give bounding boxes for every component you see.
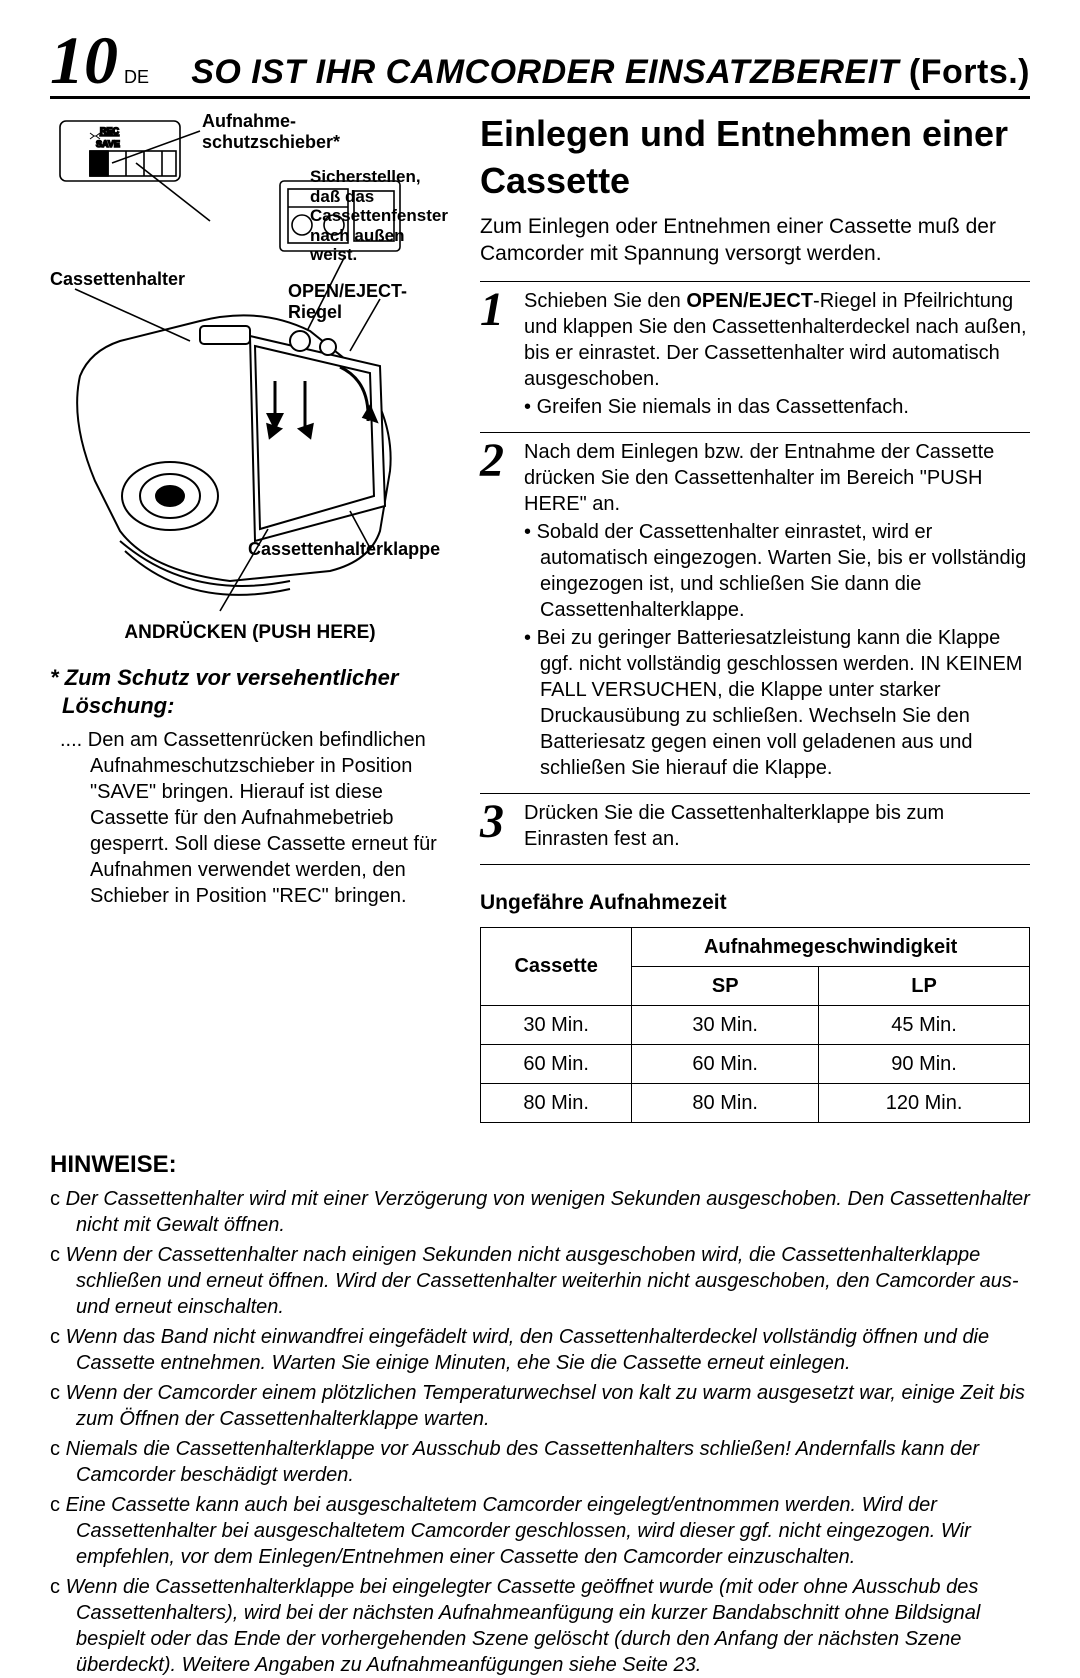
th-sp: SP: [632, 966, 819, 1005]
header-title-main: SO IST IHR CAMCORDER EINSATZBEREIT: [191, 53, 899, 91]
protect-heading: * Zum Schutz vor versehentlicher Löschun…: [50, 664, 450, 721]
table-cell: 30 Min.: [632, 1005, 819, 1044]
step: 3Drücken Sie die Cassettenhalterklappe b…: [480, 793, 1030, 852]
note-item: Wenn das Band nicht einwandfrei eingefäd…: [50, 1324, 1030, 1376]
steps: 1Schieben Sie den OPEN/EJECT-Riegel in P…: [480, 281, 1030, 852]
step-bullet: Greifen Sie niemals in das Cassettenfach…: [524, 394, 1030, 420]
th-speed: Aufnahmegeschwindigkeit: [632, 927, 1030, 966]
right-column: Einlegen und Entnehmen einer Cassette Zu…: [480, 111, 1030, 1122]
step-bullet: Sobald der Cassettenhalter einrastet, wi…: [524, 519, 1030, 623]
section-title: Einlegen und Entnehmen einer Cassette: [480, 111, 1030, 205]
table-cell: 120 Min.: [819, 1083, 1030, 1122]
section-intro: Zum Einlegen oder Entnehmen einer Casset…: [480, 213, 1030, 268]
note-item: Eine Cassette kann auch bei ausgeschalte…: [50, 1492, 1030, 1570]
callout-ensure-window: Sicherstellen, daß das Cassettenfenster …: [310, 167, 470, 265]
table-cell: 60 Min.: [481, 1044, 632, 1083]
main-columns: REC SAVE: [50, 111, 1030, 1122]
note-item: Niemals die Cassettenhalterklappe vor Au…: [50, 1436, 1030, 1488]
notes-list: Der Cassettenhalter wird mit einer Verzö…: [50, 1186, 1030, 1678]
step-body: Drücken Sie die Cassettenhalterklappe bi…: [524, 800, 1030, 852]
note-item: Der Cassettenhalter wird mit einer Verzö…: [50, 1186, 1030, 1238]
table-cell: 60 Min.: [632, 1044, 819, 1083]
th-lp: LP: [819, 966, 1030, 1005]
camcorder-diagram: REC SAVE: [50, 111, 450, 631]
table-cell: 80 Min.: [481, 1083, 632, 1122]
note-item: Wenn der Cassettenhalter nach einigen Se…: [50, 1242, 1030, 1320]
protect-body: .... Den am Cassettenrücken befindlichen…: [50, 727, 450, 909]
th-cassette: Cassette: [481, 927, 632, 1005]
step-body: Nach dem Einlegen bzw. der Entnahme der …: [524, 439, 1030, 781]
callout-record-protect: Aufnahme- schutzschieber*: [202, 111, 352, 152]
table-cell: 45 Min.: [819, 1005, 1030, 1044]
table-caption: Ungefähre Aufnahmezeit: [480, 889, 1030, 916]
step: 1Schieben Sie den OPEN/EJECT-Riegel in P…: [480, 281, 1030, 420]
step-text: Drücken Sie die Cassettenhalterklappe bi…: [524, 800, 1030, 852]
step-number: 1: [480, 288, 524, 420]
svg-text:SAVE: SAVE: [96, 139, 120, 149]
step-bullets: Sobald der Cassettenhalter einrastet, wi…: [524, 519, 1030, 781]
table-cell: 80 Min.: [632, 1083, 819, 1122]
step-bullets: Greifen Sie niemals in das Cassettenfach…: [524, 394, 1030, 420]
step-number: 3: [480, 800, 524, 852]
note-item: Wenn die Cassettenhalterklappe bei einge…: [50, 1574, 1030, 1678]
step-bullet: Bei zu geringer Batteriesatzleistung kan…: [524, 625, 1030, 781]
step: 2Nach dem Einlegen bzw. der Entnahme der…: [480, 432, 1030, 781]
table-row: 80 Min.80 Min.120 Min.: [481, 1083, 1030, 1122]
page-number: 10: [50, 30, 118, 91]
step-text: Nach dem Einlegen bzw. der Entnahme der …: [524, 439, 1030, 517]
language-code: DE: [124, 66, 149, 89]
recording-time-table: Cassette Aufnahmegeschwindigkeit SP LP 3…: [480, 927, 1030, 1123]
svg-text:REC: REC: [100, 126, 120, 136]
table-row: 60 Min.60 Min.90 Min.: [481, 1044, 1030, 1083]
callout-open-eject: OPEN/EJECT-Riegel: [288, 281, 450, 322]
step-number: 2: [480, 439, 524, 781]
callout-door: Cassettenhalterklappe: [248, 539, 440, 560]
step-text: Schieben Sie den OPEN/EJECT-Riegel in Pf…: [524, 288, 1030, 392]
table-cell: 90 Min.: [819, 1044, 1030, 1083]
table-row: 30 Min.30 Min.45 Min.: [481, 1005, 1030, 1044]
steps-end-divider: [480, 864, 1030, 865]
notes-heading: HINWEISE:: [50, 1149, 1030, 1180]
note-item: Wenn der Camcorder einem plötzlichen Tem…: [50, 1380, 1030, 1432]
left-column: REC SAVE: [50, 111, 450, 1122]
page-header: 10 DE SO IST IHR CAMCORDER EINSATZBEREIT…: [50, 30, 1030, 99]
header-title-cont: (Forts.): [909, 53, 1030, 91]
header-title: SO IST IHR CAMCORDER EINSATZBEREIT (Fort…: [173, 50, 1030, 94]
step-body: Schieben Sie den OPEN/EJECT-Riegel in Pf…: [524, 288, 1030, 420]
table-cell: 30 Min.: [481, 1005, 632, 1044]
callout-holder: Cassettenhalter: [50, 269, 185, 290]
